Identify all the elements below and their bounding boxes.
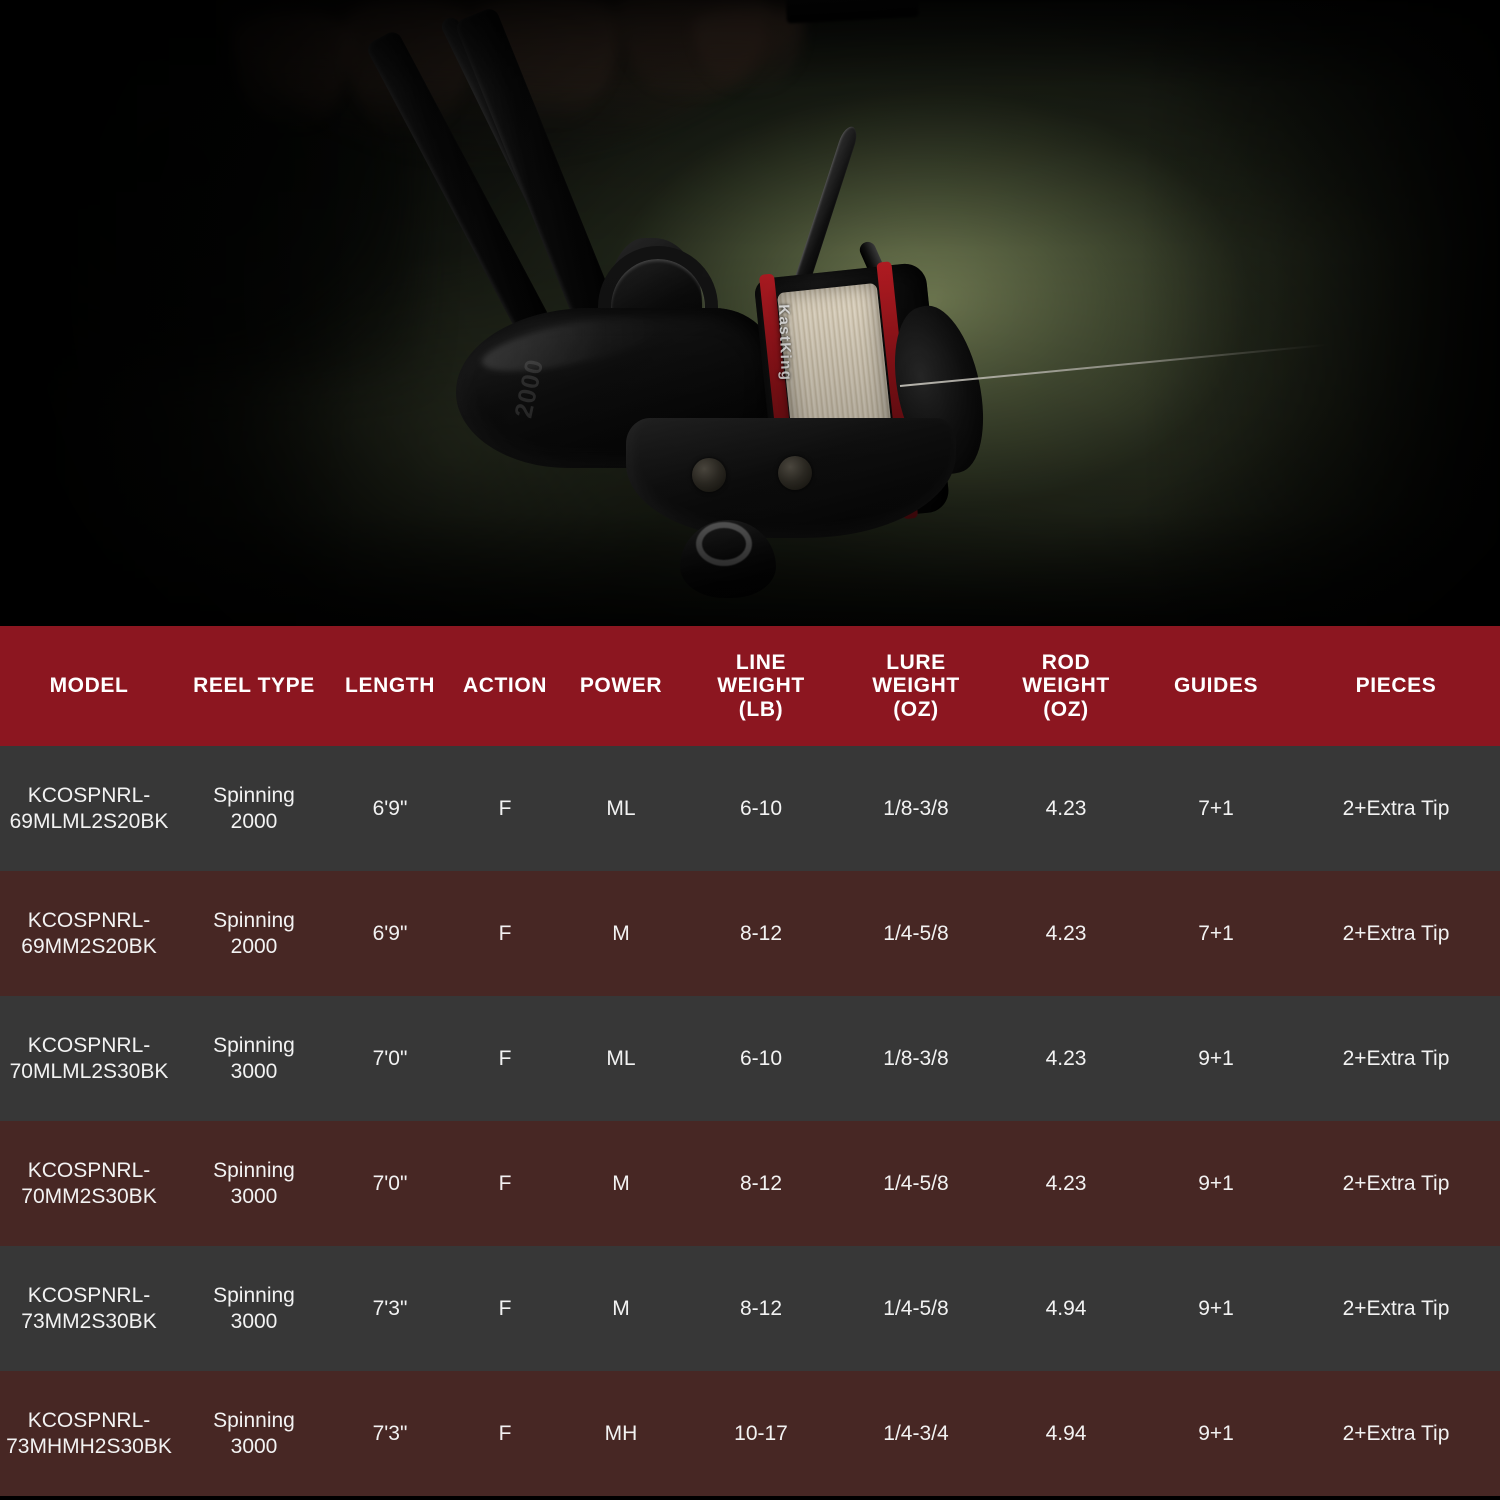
cell-line-weight: 8-12 xyxy=(739,921,783,945)
cell-guides: 7+1 xyxy=(1198,921,1234,945)
cell-model: KCOSPNRL- 69MM2S20BK xyxy=(21,909,157,958)
table-row: KCOSPNRL- 73MHMH2S30BK Spinning 3000 7'3… xyxy=(0,1371,1500,1496)
cell-power: M xyxy=(612,1171,630,1195)
cell-guides: 9+1 xyxy=(1198,1171,1234,1195)
cell-pieces: 2+Extra Tip xyxy=(1342,1046,1450,1070)
cell-pieces: 2+Extra Tip xyxy=(1342,1296,1450,1320)
cell-power: M xyxy=(612,921,630,945)
cell-guides: 9+1 xyxy=(1198,1296,1234,1320)
table-header: MODEL REEL TYPE LENGTH ACTION POWER LINE… xyxy=(0,626,1500,746)
cell-rod-weight: 4.23 xyxy=(1045,1046,1087,1070)
cell-reel-type: Spinning 3000 xyxy=(213,1409,295,1458)
cell-action: F xyxy=(498,921,512,945)
column-header-length: LENGTH xyxy=(345,674,435,698)
cell-line-weight: 10-17 xyxy=(734,1421,788,1445)
cell-line-weight: 8-12 xyxy=(739,1171,783,1195)
column-header-model: MODEL xyxy=(49,674,129,698)
cell-guides: 7+1 xyxy=(1198,796,1234,820)
column-header-pieces: PIECES xyxy=(1355,674,1437,698)
cell-pieces: 2+Extra Tip xyxy=(1342,1421,1450,1445)
cell-power: M xyxy=(612,1296,630,1320)
table-row: KCOSPNRL- 70MM2S30BK Spinning 3000 7'0" … xyxy=(0,1121,1500,1246)
cell-model: KCOSPNRL- 73MHMH2S30BK xyxy=(6,1409,172,1458)
cell-action: F xyxy=(498,1171,512,1195)
cell-action: F xyxy=(498,1296,512,1320)
cell-model: KCOSPNRL- 70MLML2S30BK xyxy=(9,1034,169,1083)
hero-product-photo: 2000 KastKing xyxy=(0,0,1500,626)
cell-rod-weight: 4.23 xyxy=(1045,921,1087,945)
cell-reel-type: Spinning 3000 xyxy=(213,1159,295,1208)
column-header-power: POWER xyxy=(579,674,663,698)
cell-power: ML xyxy=(606,796,636,820)
cell-model: KCOSPNRL- 73MM2S30BK xyxy=(21,1284,157,1333)
cell-rod-weight: 4.94 xyxy=(1045,1296,1087,1320)
cell-lure-weight: 1/8-3/8 xyxy=(883,796,949,820)
column-header-reel-type: REEL TYPE xyxy=(193,674,315,698)
cell-pieces: 2+Extra Tip xyxy=(1342,1171,1450,1195)
cell-reel-type: Spinning 2000 xyxy=(213,784,295,833)
cell-guides: 9+1 xyxy=(1198,1421,1234,1445)
column-header-rod-weight: ROD WEIGHT (OZ) xyxy=(1022,650,1110,721)
cell-reel-type: Spinning 3000 xyxy=(213,1284,295,1333)
cell-model: KCOSPNRL- 69MLML2S20BK xyxy=(9,784,169,833)
cell-line-weight: 6-10 xyxy=(739,1046,783,1070)
column-header-action: ACTION xyxy=(462,674,548,698)
cell-rod-weight: 4.23 xyxy=(1045,796,1087,820)
cell-action: F xyxy=(498,1046,512,1070)
cell-action: F xyxy=(498,796,512,820)
cell-line-weight: 8-12 xyxy=(739,1296,783,1320)
cell-action: F xyxy=(498,1421,512,1445)
column-header-lure-weight: LURE WEIGHT (OZ) xyxy=(872,650,960,721)
cell-reel-type: Spinning 3000 xyxy=(213,1034,295,1083)
cell-power: MH xyxy=(604,1421,638,1445)
cell-power: ML xyxy=(606,1046,636,1070)
table-row: KCOSPNRL- 69MM2S20BK Spinning 2000 6'9" … xyxy=(0,871,1500,996)
cell-pieces: 2+Extra Tip xyxy=(1342,796,1450,820)
table-header-row: MODEL REEL TYPE LENGTH ACTION POWER LINE… xyxy=(0,626,1500,746)
cell-reel-type: Spinning 2000 xyxy=(213,909,295,958)
cell-lure-weight: 1/4-3/4 xyxy=(883,1421,949,1445)
column-header-guides: GUIDES xyxy=(1173,674,1259,698)
cell-rod-weight: 4.23 xyxy=(1045,1171,1087,1195)
cell-length: 6'9" xyxy=(372,796,408,820)
cell-length: 7'3" xyxy=(372,1421,408,1445)
cell-line-weight: 6-10 xyxy=(739,796,783,820)
cell-pieces: 2+Extra Tip xyxy=(1342,921,1450,945)
cell-length: 6'9" xyxy=(372,921,408,945)
specifications-table: MODEL REEL TYPE LENGTH ACTION POWER LINE… xyxy=(0,626,1500,1496)
cell-rod-weight: 4.94 xyxy=(1045,1421,1087,1445)
table-row: KCOSPNRL- 70MLML2S30BK Spinning 3000 7'0… xyxy=(0,996,1500,1121)
table-row: KCOSPNRL- 73MM2S30BK Spinning 3000 7'3" … xyxy=(0,1246,1500,1371)
cell-model: KCOSPNRL- 70MM2S30BK xyxy=(21,1159,157,1208)
table-row: KCOSPNRL- 69MLML2S20BK Spinning 2000 6'9… xyxy=(0,746,1500,871)
column-header-line-weight: LINE WEIGHT (LB) xyxy=(717,650,805,721)
cell-length: 7'0" xyxy=(372,1046,408,1070)
cell-lure-weight: 1/4-5/8 xyxy=(883,1296,949,1320)
cell-lure-weight: 1/8-3/8 xyxy=(883,1046,949,1070)
cell-lure-weight: 1/4-5/8 xyxy=(883,921,949,945)
cell-length: 7'0" xyxy=(372,1171,408,1195)
cell-lure-weight: 1/4-5/8 xyxy=(883,1171,949,1195)
cell-guides: 9+1 xyxy=(1198,1046,1234,1070)
cell-length: 7'3" xyxy=(372,1296,408,1320)
table-body: KCOSPNRL- 69MLML2S20BK Spinning 2000 6'9… xyxy=(0,746,1500,1496)
hero-vignette xyxy=(0,0,1500,626)
